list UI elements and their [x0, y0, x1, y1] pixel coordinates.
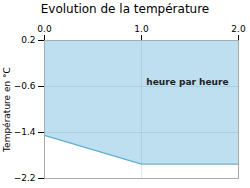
svg-text:0.2: 0.2: [21, 35, 35, 45]
svg-text:1.0: 1.0: [134, 24, 149, 34]
html-text:Evolution de la température: Evolution de la température: [40, 2, 210, 16]
svg-text:−1.4: −1.4: [14, 127, 36, 137]
svg-text:0.0: 0.0: [37, 24, 52, 34]
svg-text:−2.2: −2.2: [14, 173, 36, 183]
svg-text:heure par heure: heure par heure: [146, 77, 228, 87]
svg-text:Température en °C: Température en °C: [2, 67, 12, 153]
svg-text:−0.6: −0.6: [14, 81, 36, 91]
svg-text:2.0: 2.0: [231, 24, 246, 34]
